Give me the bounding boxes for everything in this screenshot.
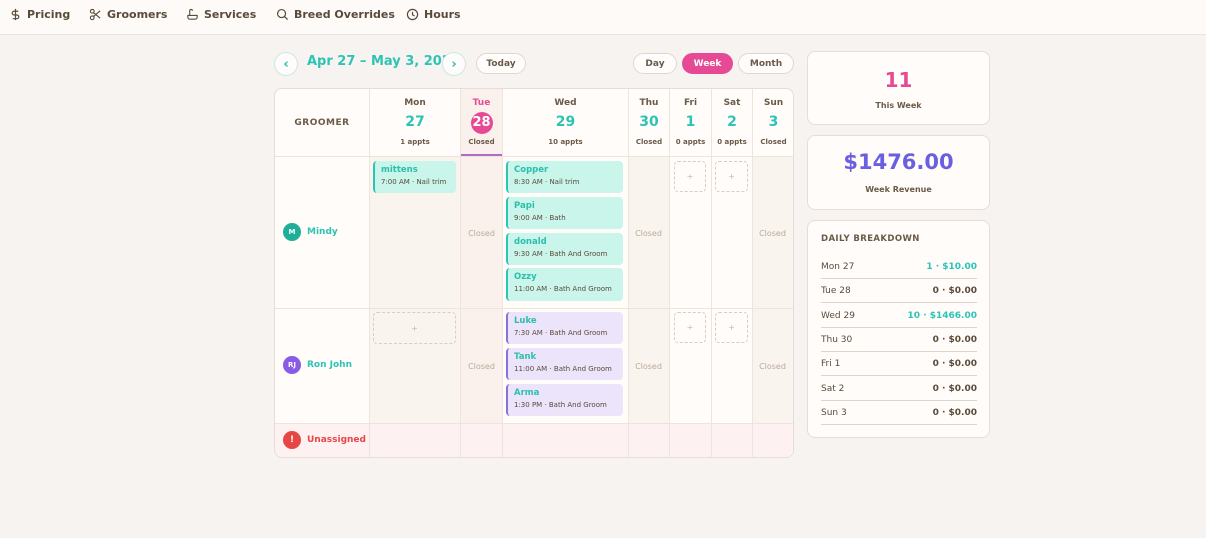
week-revenue-value: $1476.00 (843, 150, 954, 174)
appointment-card[interactable]: mittens 7:00 AM · Nail trim (373, 161, 456, 193)
closed-label: Closed (468, 362, 495, 371)
thursday-column (628, 156, 669, 457)
this-week-count: 11 (884, 68, 913, 92)
nav-groomers-label: Groomers (107, 7, 168, 21)
bath-icon (187, 8, 198, 20)
day-header-mon[interactable]: Mon 27 1 appts (400, 98, 430, 146)
week-calendar: GROOMER Mon 27 1 appts Tue 28 Closed Wed… (274, 88, 794, 458)
next-week-button[interactable]: › (442, 52, 466, 76)
nav-services[interactable]: Services (186, 6, 256, 22)
breakdown-row: Fri 1 0 · $0.00 (821, 352, 977, 376)
groomer-name: Mindy (307, 227, 338, 237)
appointment-card[interactable]: Arma 1:30 PM · Bath And Groom (506, 384, 623, 416)
week-revenue-label: Week Revenue (865, 185, 932, 194)
scissors-icon (89, 8, 101, 20)
unassigned-text: Unassigned (307, 435, 366, 445)
breakdown-row: Mon 27 1 · $10.00 (821, 255, 977, 279)
prev-week-button[interactable]: ‹ (274, 52, 298, 76)
top-nav: Pricing Groomers Services Breed Override… (0, 0, 1206, 35)
nav-services-label: Services (204, 7, 257, 21)
today-column (461, 89, 502, 457)
breakdown-row: Sun 3 0 · $0.00 (821, 401, 977, 425)
today-badge: 28 (470, 112, 493, 134)
add-appointment-slot[interactable]: + (674, 161, 706, 192)
nav-breed-overrides[interactable]: Breed Overrides (276, 6, 395, 22)
nav-pricing[interactable]: Pricing (9, 6, 70, 22)
nav-breed-overrides-label: Breed Overrides (294, 7, 395, 21)
today-button[interactable]: Today (476, 53, 526, 74)
view-week-button[interactable]: Week (682, 53, 733, 74)
dollar-icon (11, 8, 20, 20)
day-header-wed[interactable]: Wed 29 10 appts (548, 98, 583, 146)
date-range-title: Apr 27 – May 3, 2026 (307, 54, 460, 69)
day-header-tue[interactable]: Tue 28 Closed (468, 98, 495, 146)
appointment-card[interactable]: Ozzy 11:00 AM · Bath And Groom (506, 268, 623, 301)
appointment-card[interactable]: Copper 8:30 AM · Nail trim (506, 161, 623, 193)
day-header-fri[interactable]: Fri 1 0 appts (675, 98, 706, 146)
search-icon (276, 8, 289, 20)
groomer-mindy[interactable]: M Mindy (283, 223, 338, 241)
monday-column (369, 156, 460, 457)
nav-hours[interactable]: Hours (406, 6, 461, 22)
closed-label: Closed (635, 229, 662, 238)
breakdown-row: Tue 28 0 · $0.00 (821, 279, 977, 303)
view-month-button[interactable]: Month (738, 53, 794, 74)
day-header-sun[interactable]: Sun 3 Closed (760, 98, 787, 146)
clock-icon (406, 8, 419, 20)
nav-groomers[interactable]: Groomers (89, 6, 167, 22)
today-indicator (461, 154, 502, 156)
alert-icon: ! (283, 431, 301, 449)
nav-hours-label: Hours (424, 7, 461, 21)
breakdown-row: Sat 2 0 · $0.00 (821, 377, 977, 401)
appointment-card[interactable]: Luke 7:30 AM · Bath And Groom (506, 312, 623, 344)
add-appointment-slot[interactable]: + (674, 312, 706, 343)
breakdown-row: Thu 30 0 · $0.00 (821, 328, 977, 352)
add-appointment-slot[interactable]: + (715, 161, 748, 192)
add-appointment-slot[interactable]: + (715, 312, 748, 343)
closed-label: Closed (759, 229, 786, 238)
appointment-card[interactable]: donald 9:30 AM · Bath And Groom (506, 233, 623, 265)
avatar: RJ (283, 356, 301, 374)
view-day-button[interactable]: Day (633, 53, 677, 74)
closed-label: Closed (635, 362, 662, 371)
day-header-thu[interactable]: Thu 30 Closed (635, 98, 663, 146)
week-revenue-card: $1476.00 Week Revenue (807, 135, 990, 210)
closed-label: Closed (468, 229, 495, 238)
groomer-ron-john[interactable]: RJ Ron John (283, 356, 352, 374)
appointment-card[interactable]: Papi 9:00 AM · Bath (506, 197, 623, 229)
appointment-card[interactable]: Tank 11:00 AM · Bath And Groom (506, 348, 623, 380)
day-header-sat[interactable]: Sat 2 0 appts (717, 98, 747, 146)
avatar: M (283, 223, 301, 241)
groomer-column-header: GROOMER (294, 117, 350, 128)
breakdown-row: Wed 29 10 · $1466.00 (821, 304, 977, 328)
groomer-name: Ron John (307, 360, 352, 370)
unassigned-row (275, 423, 793, 457)
this-week-label: This Week (875, 101, 922, 110)
daily-breakdown-card: DAILY BREAKDOWN Mon 27 1 · $10.00 Tue 28… (807, 220, 990, 438)
daily-breakdown-title: DAILY BREAKDOWN (821, 234, 920, 244)
nav-pricing-label: Pricing (27, 7, 71, 21)
add-appointment-slot[interactable]: + (373, 312, 456, 344)
unassigned-label: ! Unassigned (283, 431, 366, 449)
sunday-column (752, 156, 793, 457)
this-week-card: 11 This Week (807, 51, 990, 125)
closed-label: Closed (759, 362, 786, 371)
